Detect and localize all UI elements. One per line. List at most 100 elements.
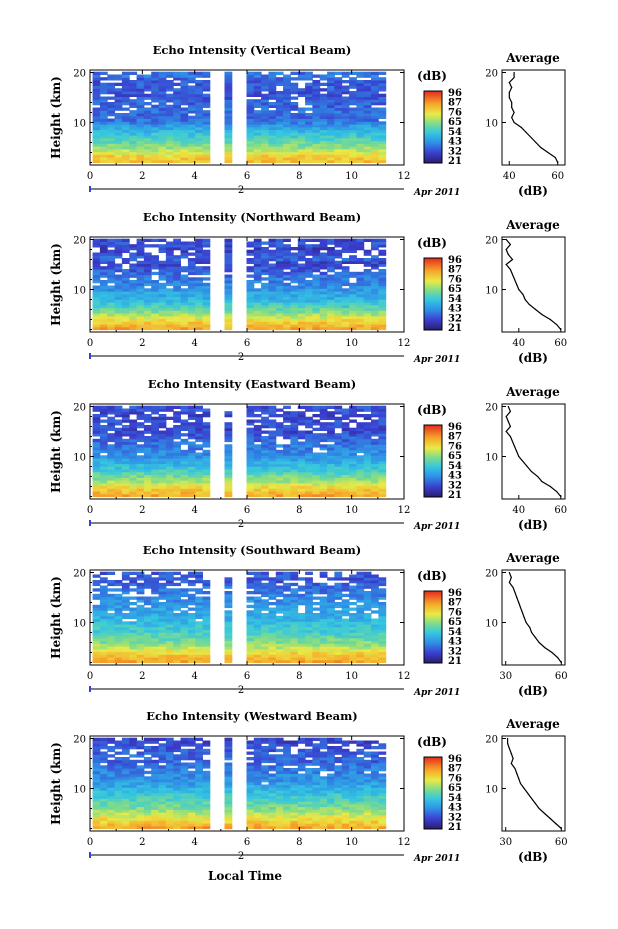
heatmap-cell [114, 474, 123, 478]
heatmap-cell [356, 460, 365, 465]
heatmap-cell [195, 405, 203, 409]
heatmap-cell [121, 806, 130, 810]
heatmap-cell [107, 657, 116, 661]
heatmap-cell [224, 299, 233, 303]
heatmap-cell [290, 449, 299, 454]
colorbar-unit: (dB) [417, 236, 447, 250]
heatmap-cell [224, 296, 233, 300]
heatmap-cell [363, 151, 372, 155]
heatmap-cell [268, 447, 277, 451]
heatmap-cell [136, 146, 145, 150]
heatmap-cell [327, 577, 335, 581]
heatmap-cell [371, 110, 379, 114]
heatmap-cell [297, 293, 306, 298]
heatmap-cell [180, 449, 189, 454]
heatmap-cell [136, 632, 145, 636]
heatmap-cell [121, 96, 130, 100]
heatmap-cell [334, 571, 343, 575]
heatmap-cell [378, 447, 387, 451]
heatmap-cell [158, 585, 167, 589]
heatmap-cell [195, 159, 203, 164]
heatmap-cell [136, 302, 145, 306]
heatmap-cell [99, 571, 108, 575]
heatmap-cell [195, 613, 203, 617]
heatmap-cell [114, 466, 123, 470]
heatmap-cells [92, 238, 387, 331]
heatmap-cell [341, 643, 350, 647]
heatmap-cell [349, 307, 357, 311]
heatmap-cell [246, 610, 255, 614]
heatmap-cell [327, 452, 335, 456]
heatmap-cell [363, 599, 372, 603]
x-tick-label: 4 [191, 171, 197, 182]
heatmap-cell [92, 263, 101, 267]
heatmap-cell [319, 624, 328, 628]
heatmap-cell [202, 408, 211, 412]
heatmap-cell [202, 477, 211, 481]
heatmap-cell [363, 285, 372, 289]
heatmap-cell [319, 313, 328, 317]
heatmap-cell [99, 765, 108, 769]
heatmap-cell [136, 773, 145, 777]
heatmap-cell [195, 615, 203, 620]
heatmap-cell [356, 571, 365, 575]
heatmap-cell [371, 485, 379, 489]
heatmap-cell [363, 485, 372, 489]
heatmap-cell [187, 96, 196, 100]
heatmap-cell [356, 135, 365, 139]
profile-point [505, 263, 507, 266]
heatmap-cell [334, 648, 343, 653]
heatmap-cell [202, 140, 211, 144]
heatmap-cell [283, 577, 291, 581]
heatmap-cell [107, 277, 116, 281]
heatmap-cell [121, 438, 130, 443]
heatmap-cell [224, 99, 233, 103]
heatmap-cell [165, 480, 174, 484]
heatmap-cell [151, 291, 159, 295]
x-tick-label: 12 [398, 671, 411, 682]
heatmap-cell [275, 414, 284, 418]
heatmap-cell [371, 419, 379, 423]
heatmap-cell [371, 80, 379, 84]
heatmap-cell [363, 466, 372, 470]
heatmap-cell [165, 244, 174, 248]
heatmap-cell [378, 291, 387, 295]
heatmap-cell [151, 596, 159, 600]
heatmap-cell [290, 313, 299, 317]
heatmap-cell [121, 102, 130, 106]
heatmap-cell [165, 801, 174, 805]
profile-point [522, 293, 524, 296]
heatmap-cell [283, 624, 291, 628]
heatmap-cell [99, 643, 108, 647]
heatmap-cell [187, 263, 196, 267]
heatmap-cell [99, 817, 108, 821]
heatmap-cell [283, 427, 291, 431]
heatmap-cell [158, 613, 167, 617]
heatmap-cell [297, 255, 306, 259]
heatmap-cell [165, 477, 174, 481]
profile-point [507, 253, 509, 256]
heatmap-cell [136, 135, 145, 139]
heatmap-cell [143, 477, 152, 481]
heatmap-cell [378, 637, 387, 642]
heatmap-cell [158, 593, 167, 598]
heatmap-cell [107, 493, 116, 498]
profile-x-tick-label: 30 [499, 671, 512, 682]
heatmap-cell [283, 266, 291, 270]
heatmap-cell [143, 748, 152, 753]
heatmap-cell [356, 621, 365, 625]
heatmap-cell [378, 640, 387, 644]
heatmap-cell [305, 137, 313, 142]
heatmap-cell [173, 148, 181, 153]
heatmap-cell [268, 444, 277, 448]
heatmap-cell [158, 781, 167, 786]
heatmap-cell [363, 88, 372, 92]
profile-title: Average [505, 218, 560, 232]
heatmap-cell [202, 482, 211, 487]
heatmap-cell [121, 588, 130, 592]
heatmap-cell [107, 126, 116, 131]
heatmap-cell [151, 444, 159, 448]
heatmap-cell [136, 615, 145, 620]
heatmap-cell [195, 293, 203, 298]
